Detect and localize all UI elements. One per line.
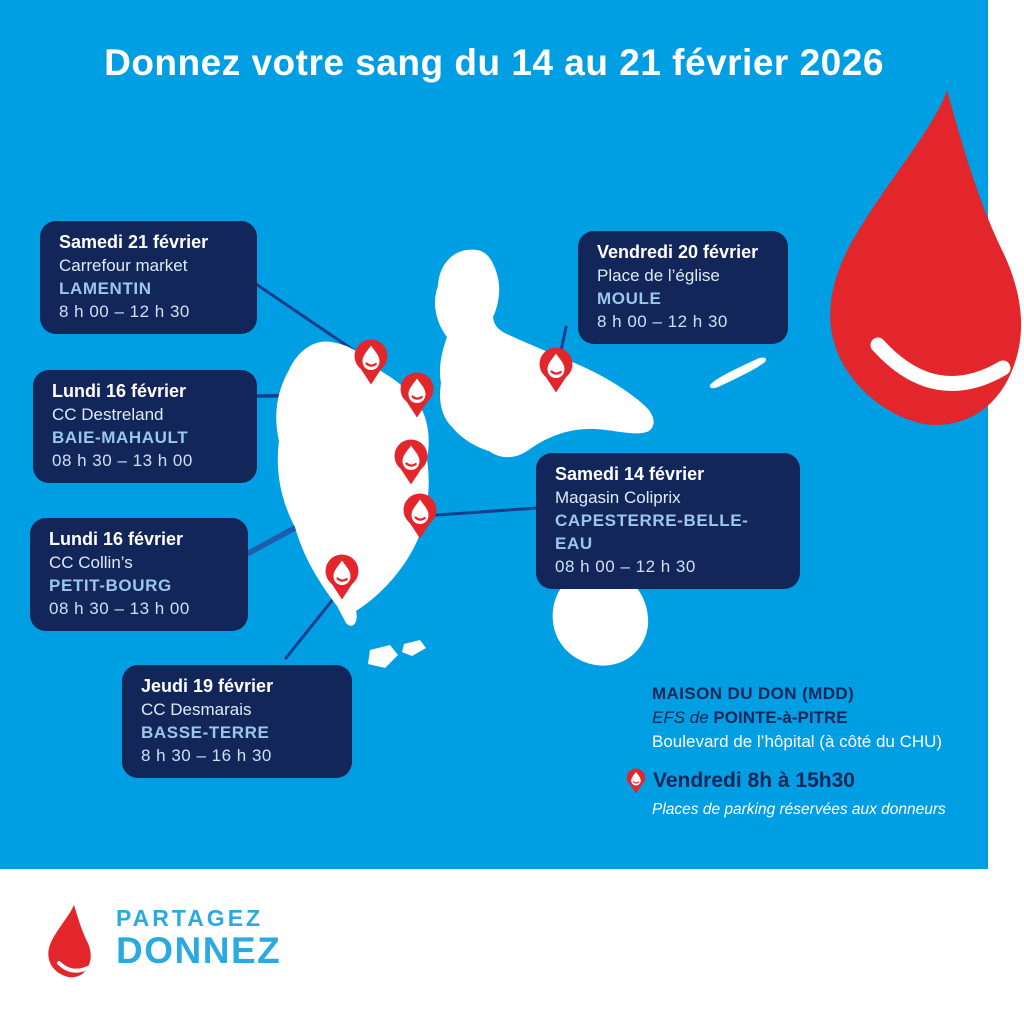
event-card-moule: Vendredi 20 février Place de l’église MO…	[578, 231, 788, 344]
event-city: BAIE-MAHAULT	[52, 428, 189, 447]
event-date: Lundi 16 février	[49, 529, 184, 549]
logo-text: PARTAGEZ DONNEZ	[116, 905, 281, 970]
event-city: CAPESTERRE-BELLE-EAU	[555, 511, 749, 553]
event-city: BASSE-TERRE	[141, 723, 270, 742]
event-hours: 8 h 00 – 12 h 30	[597, 312, 728, 331]
mdd-efs-prefix: EFS de	[652, 708, 714, 727]
map-pin-drop-icon	[626, 768, 646, 794]
mdd-schedule-row: Vendredi 8h à 15h30	[626, 768, 997, 794]
poster-title: Donnez votre sang du 14 au 21 février 20…	[104, 42, 884, 83]
mdd-efs-line: EFS de POINTE-à-PITRE	[652, 706, 997, 730]
event-hours: 08 h 30 – 13 h 00	[52, 451, 193, 470]
event-city: MOULE	[597, 289, 662, 308]
event-card-lamentin: Samedi 21 février Carrefour market LAMEN…	[40, 221, 257, 334]
logo-blood-drop-icon	[48, 905, 92, 978]
event-hours: 08 h 00 – 12 h 30	[555, 557, 696, 576]
mdd-title: MAISON DU DON (MDD)	[652, 684, 855, 703]
event-city: PETIT-BOURG	[49, 576, 172, 595]
event-date: Jeudi 19 février	[141, 676, 274, 696]
event-venue: Place de l’église	[597, 266, 720, 285]
event-card-petit-bourg: Lundi 16 février CC Collin’s PETIT-BOURG…	[30, 518, 248, 631]
event-card-basse-terre: Jeudi 19 février CC Desmarais BASSE-TERR…	[122, 665, 352, 778]
mdd-address: Boulevard de l’hôpital (à côté du CHU)	[652, 732, 943, 751]
event-hours: 08 h 30 – 13 h 00	[49, 599, 190, 618]
maison-du-don-block: MAISON DU DON (MDD) EFS de POINTE-à-PITR…	[626, 682, 997, 822]
event-city: LAMENTIN	[59, 279, 152, 298]
event-date: Vendredi 20 février	[597, 242, 759, 262]
logo-line-donnez: DONNEZ	[116, 930, 282, 971]
logo-line-partagez: PARTAGEZ	[116, 905, 264, 931]
event-venue: Carrefour market	[59, 256, 188, 275]
event-card-baie-mahault: Lundi 16 février CC Destreland BAIE-MAHA…	[33, 370, 257, 483]
event-card-capesterre-belle-eau: Samedi 14 février Magasin Coliprix CAPES…	[536, 453, 800, 589]
event-venue: CC Destreland	[52, 405, 164, 424]
event-venue: Magasin Coliprix	[555, 488, 681, 507]
event-date: Lundi 16 février	[52, 381, 187, 401]
event-hours: 8 h 30 – 16 h 30	[141, 746, 272, 765]
mdd-parking-note: Places de parking réservées aux donneurs	[652, 801, 946, 818]
mdd-efs-city: POINTE-à-PITRE	[713, 708, 848, 727]
event-date: Samedi 14 février	[555, 464, 705, 484]
event-venue: CC Desmarais	[141, 700, 252, 719]
mdd-schedule: Vendredi 8h à 15h30	[653, 769, 855, 792]
partagez-donnez-logo: PARTAGEZ DONNEZ	[46, 905, 281, 981]
event-date: Samedi 21 février	[59, 232, 209, 252]
event-venue: CC Collin’s	[49, 553, 133, 572]
event-hours: 8 h 00 – 12 h 30	[59, 302, 190, 321]
